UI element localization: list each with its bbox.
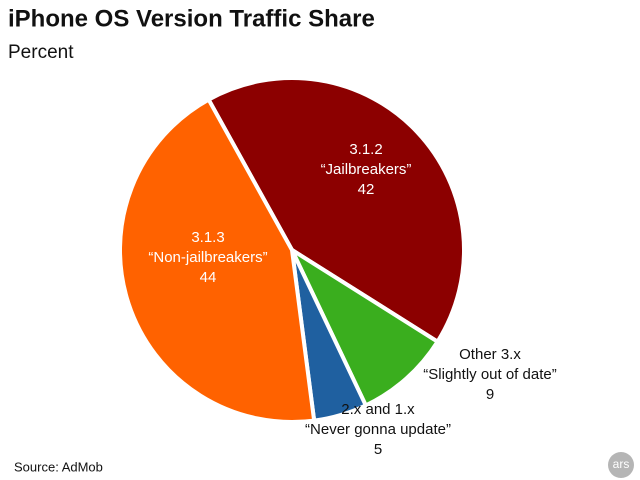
slice-category: Other 3.x [459, 346, 521, 363]
slice-category: 3.1.2 [349, 141, 382, 158]
pie-slice [205, 76, 466, 345]
logo-badge [608, 452, 634, 478]
slice-description: “Jailbreakers” [321, 161, 412, 178]
slice-value: 44 [200, 269, 217, 286]
slice-value: 5 [374, 441, 382, 458]
source: Source: AdMob [14, 459, 103, 474]
slice-value: 9 [486, 386, 494, 403]
chart-subtitle: Percent [8, 42, 74, 63]
slice-category: 3.1.3 [191, 229, 224, 246]
pie-slice [118, 96, 317, 424]
slice-description: “Never gonna update” [305, 421, 451, 438]
slice-value: 42 [358, 181, 375, 198]
chart-title: iPhone OS Version Traffic Share [8, 5, 375, 32]
slice-category: 2.x and 1.x [341, 401, 415, 418]
slice-description: “Slightly out of date” [423, 366, 556, 383]
slice-description: “Non-jailbreakers” [148, 249, 267, 266]
logo: ars [613, 457, 630, 471]
